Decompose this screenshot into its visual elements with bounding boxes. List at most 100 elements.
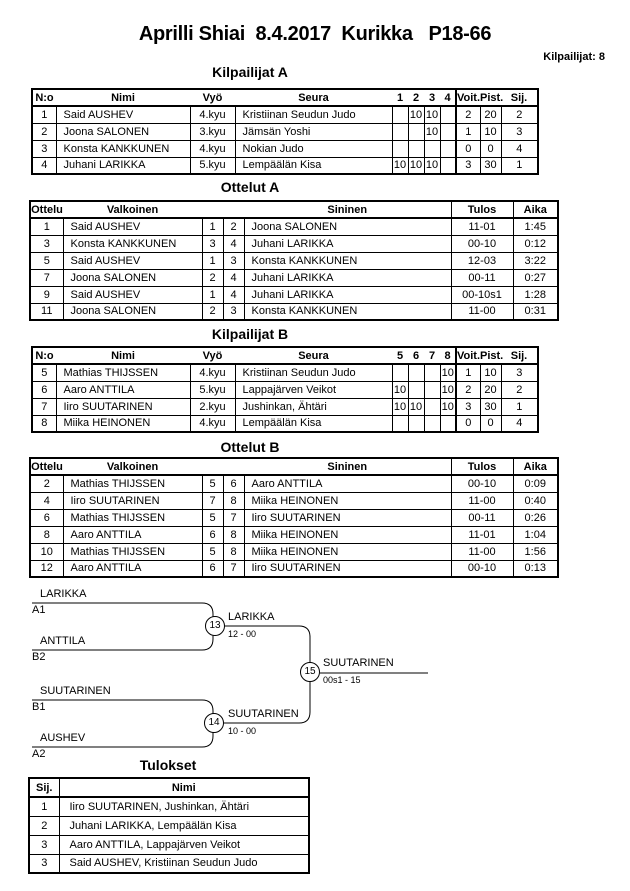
table-row: 2 Joona SALONEN 3.kyu Jämsän Yoshi 10 1 … xyxy=(31,122,539,141)
match-time: 0:26 xyxy=(512,508,559,527)
points-value: 10 xyxy=(479,363,502,382)
blue-competitor: Juhani LARIKKA xyxy=(243,268,452,287)
wins-value: 3 xyxy=(455,397,481,416)
round-score-2 xyxy=(407,139,425,158)
blue-competitor: Konsta KANKKUNEN xyxy=(243,251,452,270)
pool-a-header-row: N:o Nimi Vyö Seura 1 2 3 4 Voit. Pist. S… xyxy=(32,89,538,107)
blue-competitor: Juhani LARIKKA xyxy=(243,285,452,304)
table-row: 3 Aaro ANTTILA, Lappajärven Veikot xyxy=(28,834,310,855)
col-header-round-7: 7 xyxy=(424,347,440,365)
match-14-winner: SUUTARINEN xyxy=(228,708,299,720)
points-value: 0 xyxy=(479,139,502,158)
col-header-time: Aika xyxy=(512,201,558,219)
blue-number: 6 xyxy=(222,474,245,493)
bracket-seed-name-a1: LARIKKA xyxy=(40,588,87,600)
competitor-number: 5 xyxy=(31,363,57,382)
points-value: 0 xyxy=(479,414,502,433)
blue-competitor: Konsta KANKKUNEN xyxy=(243,302,452,321)
round-score-3: 10 xyxy=(423,122,441,141)
col-header-round-8: 8 xyxy=(440,347,456,365)
round-score-4 xyxy=(439,139,457,158)
col-header-round-3: 3 xyxy=(424,89,440,107)
col-header-belt: Vyö xyxy=(190,347,235,365)
place-value: 1 xyxy=(500,397,539,416)
matches-b-body: 2 Mathias THIJSSEN 5 6 Aaro ANTTILA 00-1… xyxy=(29,474,559,578)
match-time: 0:31 xyxy=(512,302,559,321)
competitor-club: Jushinkan, Ähtäri xyxy=(234,397,393,416)
match-time: 0:09 xyxy=(512,474,559,493)
round-score-1 xyxy=(391,122,409,141)
points-value: 20 xyxy=(479,380,502,399)
round-score-2: 10 xyxy=(407,105,425,124)
heading-pool-a: Kilpailijat A xyxy=(212,64,288,80)
competitor-name: Miika HEINONEN xyxy=(55,414,191,433)
competitor-number: 4 xyxy=(31,156,57,175)
col-header-round-2: 2 xyxy=(408,89,424,107)
table-row: 4 Juhani LARIKKA 5.kyu Lempäälän Kisa 10… xyxy=(31,156,539,175)
blue-number: 8 xyxy=(222,491,245,510)
bracket-seed-label-b2: B2 xyxy=(32,651,46,663)
table-row: 7 Joona SALONEN 2 4 Juhani LARIKKA 00-11… xyxy=(29,268,559,287)
round-score-3: 10 xyxy=(423,105,441,124)
round-score-2: 10 xyxy=(407,397,425,416)
round-score-4: 10 xyxy=(439,363,457,382)
competitor-number: 6 xyxy=(31,380,57,399)
heading-pool-b: Kilpailijat B xyxy=(211,326,289,342)
round-score-1: 10 xyxy=(391,397,409,416)
white-competitor: Mathias THIJSSEN xyxy=(62,542,203,561)
white-competitor: Said AUSHEV xyxy=(62,285,203,304)
col-header-place: Sij. xyxy=(501,347,538,365)
col-header-match: Ottelu xyxy=(30,458,63,476)
white-number: 5 xyxy=(201,542,224,561)
round-score-4 xyxy=(439,156,457,175)
place-value: 4 xyxy=(500,139,539,158)
blue-competitor: Miika HEINONEN xyxy=(243,525,452,544)
place-value: 3 xyxy=(500,363,539,382)
heading-matches-b: Ottelut B xyxy=(220,439,280,455)
table-row: 4 Iiro SUUTARINEN 7 8 Miika HEINONEN 11-… xyxy=(29,491,559,510)
table-row: 7 Iiro SUUTARINEN 2.kyu Jushinkan, Ähtär… xyxy=(31,397,539,416)
table-row: 11 Joona SALONEN 2 3 Konsta KANKKUNEN 11… xyxy=(29,302,559,321)
round-score-3 xyxy=(423,414,441,433)
white-number: 1 xyxy=(201,217,224,236)
blue-competitor: Miika HEINONEN xyxy=(243,542,452,561)
competitor-name: Iiro SUUTARINEN xyxy=(55,397,191,416)
round-score-3 xyxy=(423,397,441,416)
white-number: 2 xyxy=(201,268,224,287)
place-value: 3 xyxy=(500,122,539,141)
wins-value: 0 xyxy=(455,414,481,433)
blue-number: 3 xyxy=(222,302,245,321)
competitor-belt: 4.kyu xyxy=(189,139,236,158)
match-13-score: 12 - 00 xyxy=(228,629,257,639)
match-result: 00-10s1 xyxy=(450,285,514,304)
heading-results: Tulokset xyxy=(139,757,197,773)
results-table: Sij. Nimi 1 Iiro SUUTARINEN, Jushinkan, … xyxy=(28,777,310,874)
col-header-white-no xyxy=(202,458,223,476)
col-header-blue-no xyxy=(223,201,244,219)
col-header-place: Sij. xyxy=(501,89,538,107)
competitor-belt: 4.kyu xyxy=(189,414,236,433)
round-score-1 xyxy=(391,414,409,433)
competitor-belt: 5.kyu xyxy=(189,380,236,399)
competitor-name: Joona SALONEN xyxy=(55,122,191,141)
match-number: 9 xyxy=(29,285,64,304)
blue-number: 3 xyxy=(222,251,245,270)
bracket-seed-label-a2: A2 xyxy=(32,748,46,760)
competitor-name: Konsta KANKKUNEN xyxy=(55,139,191,158)
table-row: 3 Konsta KANKKUNEN 4.kyu Nokian Judo 0 0… xyxy=(31,139,539,158)
round-score-4 xyxy=(439,414,457,433)
blue-competitor: Iiro SUUTARINEN xyxy=(243,508,452,527)
blue-number: 8 xyxy=(222,525,245,544)
competitor-number: 1 xyxy=(31,105,57,124)
white-competitor: Iiro SUUTARINEN xyxy=(62,491,203,510)
wins-value: 3 xyxy=(455,156,481,175)
white-number: 5 xyxy=(201,508,224,527)
place-value: 4 xyxy=(500,414,539,433)
white-number: 6 xyxy=(201,525,224,544)
blue-number: 7 xyxy=(222,559,245,578)
competitor-number: 3 xyxy=(31,139,57,158)
col-header-name: Nimi xyxy=(58,778,309,798)
col-header-round-1: 1 xyxy=(392,89,408,107)
match-time: 0:40 xyxy=(512,491,559,510)
table-row: 1 Iiro SUUTARINEN, Jushinkan, Ähtäri xyxy=(28,796,310,817)
